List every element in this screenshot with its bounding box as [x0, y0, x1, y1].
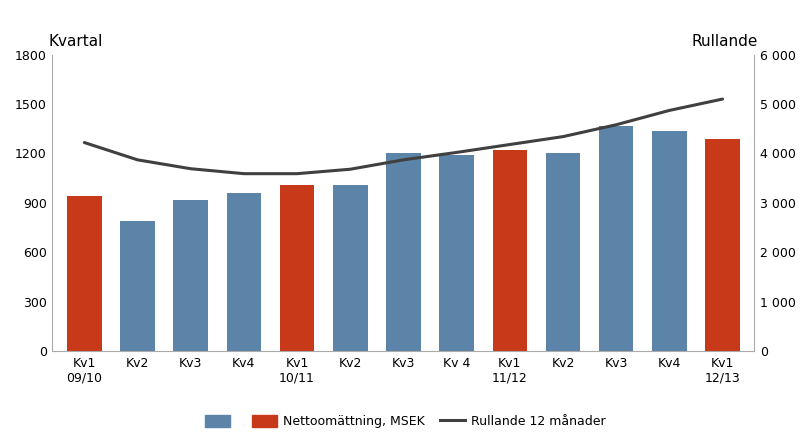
Bar	[67, 196, 101, 351]
Bar	[599, 126, 633, 351]
Bar	[280, 185, 315, 351]
Bar	[440, 155, 474, 351]
Text: Kvartal: Kvartal	[49, 34, 103, 49]
Bar	[333, 185, 367, 351]
Bar	[226, 193, 261, 351]
Bar	[546, 153, 581, 351]
Bar	[174, 200, 208, 351]
Bar	[386, 154, 421, 351]
Bar	[652, 131, 687, 351]
Bar	[120, 221, 155, 351]
Text: Rullande: Rullande	[692, 34, 758, 49]
Bar	[706, 139, 740, 351]
Bar	[492, 150, 527, 351]
Legend: , Nettoomättning, MSEK, Rullande 12 månader: , Nettoomättning, MSEK, Rullande 12 måna…	[200, 410, 611, 433]
